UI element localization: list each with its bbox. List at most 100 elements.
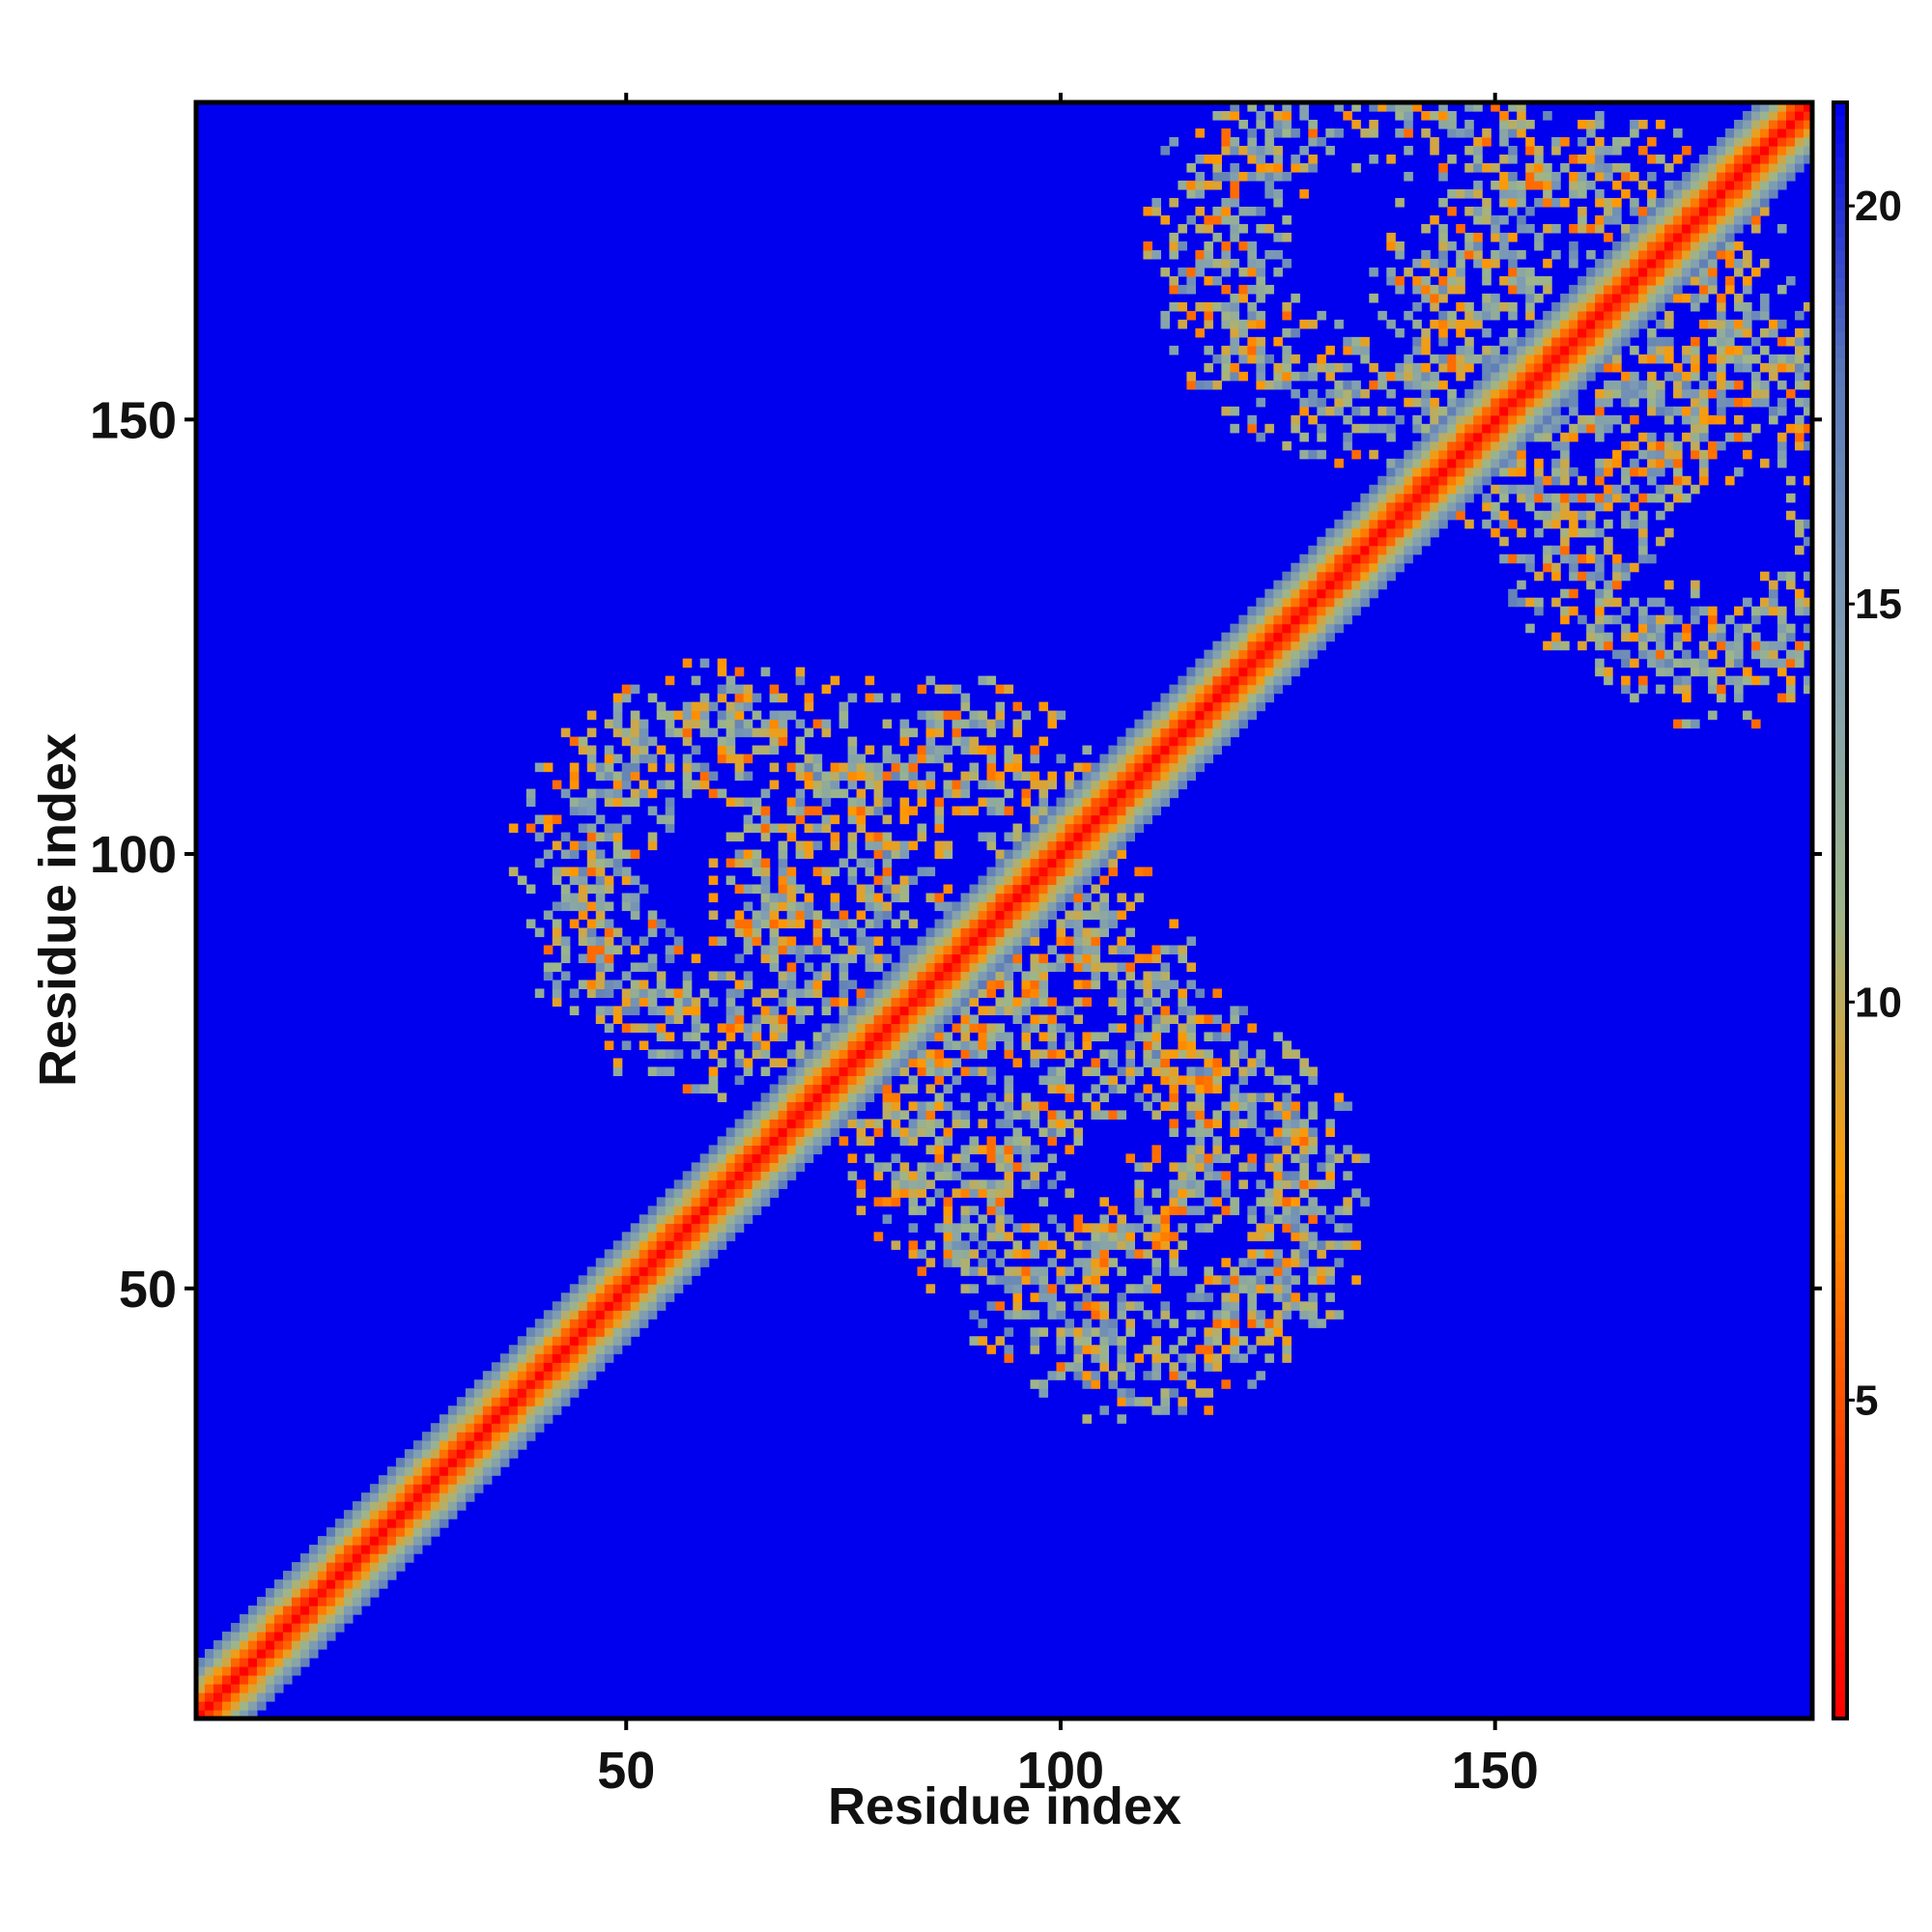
heatmap-cell: [1508, 119, 1518, 129]
heatmap-cell: [908, 806, 919, 816]
heatmap-cell: [795, 884, 806, 895]
heatmap-cell: [708, 1214, 719, 1224]
heatmap-cell: [1117, 797, 1127, 808]
heatmap-cell: [526, 1397, 536, 1406]
heatmap-cell: [612, 1006, 623, 1016]
heatmap-cell: [1047, 780, 1058, 790]
heatmap-cell: [960, 945, 971, 955]
heatmap-cell: [1091, 1301, 1101, 1311]
heatmap-cell: [934, 1066, 945, 1076]
heatmap-cell: [352, 1553, 362, 1563]
heatmap-cell: [656, 1240, 667, 1250]
heatmap-cell: [769, 727, 780, 738]
heatmap-cell: [1351, 1153, 1361, 1163]
heatmap-cell: [1169, 275, 1179, 286]
heatmap-cell: [560, 1319, 571, 1328]
heatmap-cell: [1264, 1232, 1274, 1241]
heatmap-cell: [447, 1406, 458, 1415]
heatmap-cell: [213, 1666, 223, 1676]
heatmap-cell: [604, 1327, 614, 1337]
heatmap-cell: [960, 701, 971, 712]
heatmap-cell: [560, 936, 571, 947]
heatmap-cell: [639, 1023, 649, 1034]
heatmap-cell: [560, 1379, 571, 1389]
heatmap-cell: [1082, 1345, 1093, 1354]
heatmap-cell: [804, 1110, 814, 1120]
heatmap-cell: [1204, 745, 1213, 755]
heatmap-cell: [1378, 484, 1387, 495]
heatmap-cell: [821, 727, 832, 738]
heatmap-cell: [925, 988, 936, 999]
heatmap-cell: [943, 762, 953, 773]
heatmap-cell: [1386, 510, 1396, 521]
heatmap-cell: [1125, 1232, 1136, 1241]
heatmap-cell: [1186, 1362, 1196, 1372]
heatmap-cell: [1508, 154, 1518, 164]
heatmap-cell: [1482, 458, 1492, 469]
heatmap-cell: [1082, 1093, 1093, 1102]
heatmap-cell: [1525, 562, 1535, 573]
heatmap-cell: [1473, 354, 1483, 364]
heatmap-cell: [1551, 301, 1561, 312]
heatmap-cell: [986, 919, 997, 929]
heatmap-cell: [352, 1501, 362, 1511]
heatmap-cell: [1143, 867, 1152, 877]
heatmap-cell: [821, 1058, 832, 1067]
heatmap-cell: [1291, 623, 1300, 634]
heatmap-cell: [1082, 771, 1093, 781]
heatmap-cell: [604, 1293, 614, 1302]
heatmap-cell: [952, 945, 962, 955]
heatmap-cell: [1256, 701, 1265, 712]
heatmap-cell: [1073, 840, 1084, 851]
heatmap-cell: [891, 1023, 901, 1034]
heatmap-cell: [865, 745, 875, 755]
heatmap-cell: [239, 1701, 249, 1711]
heatmap-cell: [1012, 927, 1023, 938]
heatmap-cell: [1447, 449, 1457, 460]
heatmap-cell: [595, 1014, 606, 1025]
heatmap-cell: [1569, 571, 1578, 582]
heatmap-cell: [1395, 545, 1405, 555]
heatmap-cell: [1560, 345, 1570, 355]
heatmap-cell: [196, 1710, 206, 1719]
heatmap-cell: [412, 1484, 423, 1493]
heatmap-cell: [1151, 1319, 1161, 1328]
heatmap-cell: [725, 1162, 736, 1172]
heatmap-cell: [1117, 1266, 1127, 1276]
heatmap-cell: [856, 1006, 867, 1016]
heatmap-cell: [934, 797, 945, 808]
heatmap-cell: [1143, 727, 1152, 738]
heatmap-cell: [1151, 1284, 1161, 1293]
heatmap-cell: [1282, 1040, 1292, 1051]
heatmap-cell: [1230, 684, 1239, 695]
heatmap-cell: [717, 1206, 727, 1215]
heatmap-cell: [586, 840, 597, 851]
heatmap-cell: [752, 693, 762, 703]
heatmap-cell: [604, 936, 614, 947]
heatmap-cell: [1047, 1040, 1058, 1051]
heatmap-cell: [1343, 388, 1352, 399]
heatmap-cell: [1525, 354, 1535, 364]
heatmap-cell: [1325, 362, 1335, 373]
heatmap-cell: [1082, 840, 1093, 851]
heatmap-cell: [491, 1449, 501, 1459]
heatmap-cell: [612, 788, 623, 799]
heatmap-cell: [630, 901, 640, 912]
heatmap-cell: [1586, 345, 1596, 355]
heatmap-cell: [1186, 1084, 1196, 1094]
heatmap-cell: [1551, 145, 1561, 156]
heatmap-cell: [491, 1423, 501, 1433]
heatmap-cell: [995, 849, 1006, 860]
heatmap-cell: [1030, 771, 1040, 781]
heatmap-cell: [1195, 1162, 1205, 1172]
heatmap-cell: [1308, 588, 1318, 599]
heatmap-cell: [1038, 867, 1049, 877]
heatmap-cell: [282, 1649, 293, 1659]
heatmap-cell: [239, 1614, 249, 1624]
heatmap-cell: [699, 1249, 710, 1259]
heatmap-cell: [534, 1423, 545, 1433]
heatmap-cell: [1586, 319, 1596, 329]
heatmap-cell: [1160, 780, 1170, 790]
heatmap-cell: [838, 980, 849, 990]
heatmap-cell: [847, 1040, 858, 1051]
